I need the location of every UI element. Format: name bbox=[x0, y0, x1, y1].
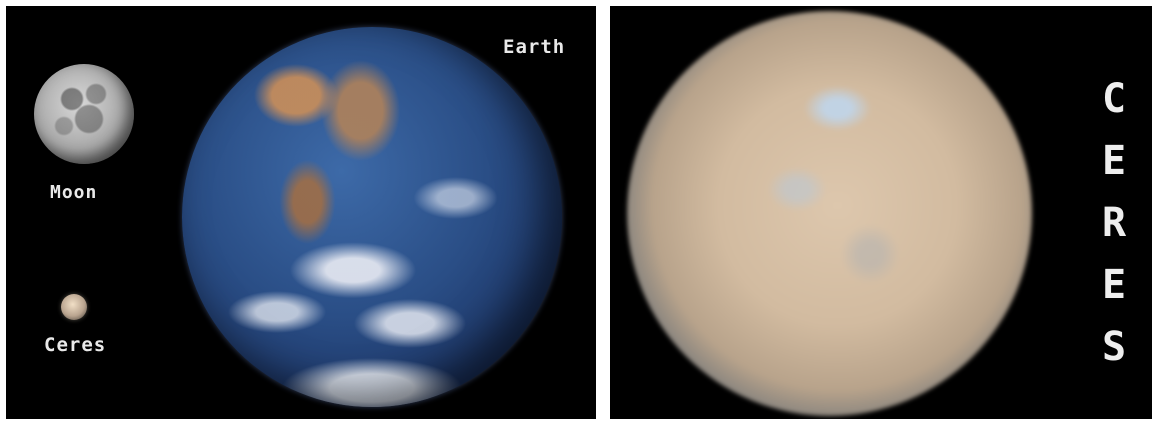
ceres-letter: S bbox=[1101, 324, 1127, 370]
ceres-letter: R bbox=[1101, 200, 1127, 246]
ceres-letter: C bbox=[1101, 76, 1127, 122]
ceres-label: Ceres bbox=[44, 334, 107, 356]
ceres-small-image bbox=[61, 294, 87, 320]
ceres-vertical-label: C E R E S bbox=[1094, 68, 1134, 378]
earth-label: Earth bbox=[503, 36, 566, 58]
moon-label: Moon bbox=[50, 182, 98, 203]
ceres-letter: E bbox=[1101, 262, 1127, 308]
earth-image bbox=[182, 27, 562, 407]
ceres-closeup-panel: C E R E S bbox=[610, 6, 1152, 419]
ceres-letter: E bbox=[1101, 138, 1127, 184]
ceres-closeup-image bbox=[627, 11, 1032, 416]
moon-image bbox=[34, 64, 134, 164]
comparison-panel: Moon Ceres Earth bbox=[6, 6, 596, 419]
